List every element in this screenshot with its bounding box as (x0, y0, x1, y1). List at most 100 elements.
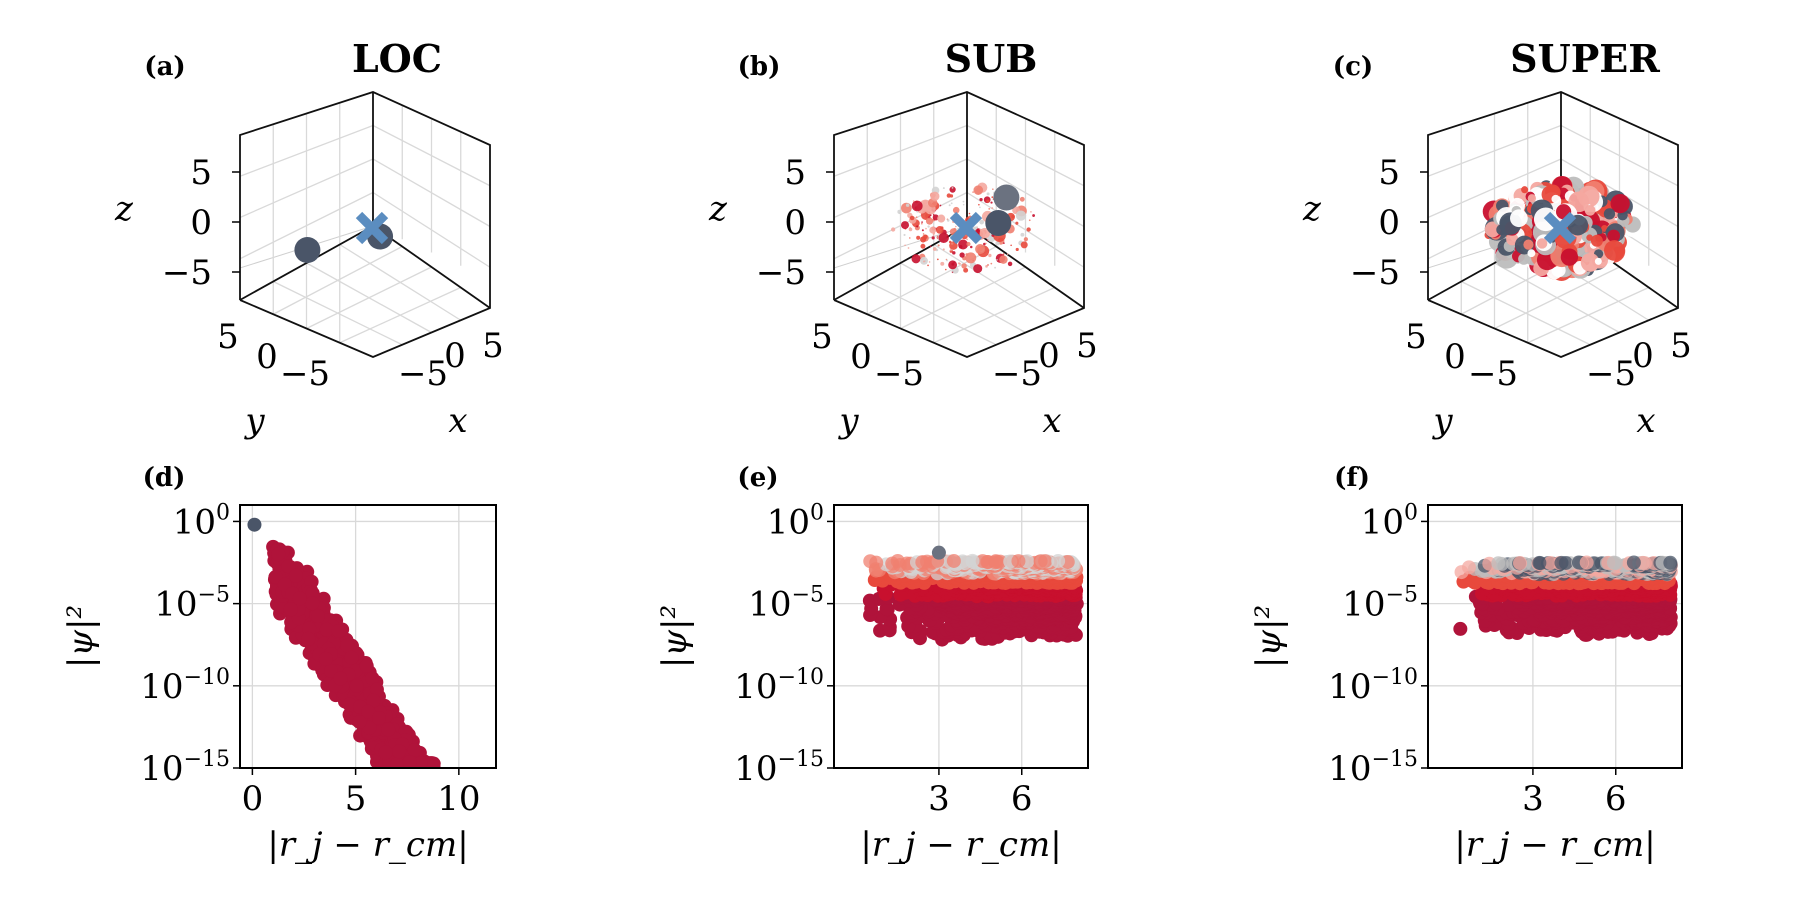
cloud-point (946, 259, 948, 262)
cloud-point (927, 264, 929, 267)
panel-label: (f) (1334, 463, 1370, 493)
panel-label: (d) (143, 463, 186, 493)
x-tick-label: −5 (398, 354, 448, 394)
cloud-point (1015, 210, 1027, 221)
data-point (381, 722, 396, 737)
data-point (288, 568, 303, 583)
y-tick-label: −5 (280, 354, 330, 394)
x-tick-label: 0 (1038, 336, 1060, 376)
marker-stroke (1543, 211, 1577, 245)
grid-line (372, 158, 491, 228)
cloud-point (999, 255, 1008, 264)
x-tick-label: 6 (1605, 779, 1627, 819)
data-point (392, 744, 407, 759)
scatter-points (862, 545, 1084, 647)
data-point (378, 745, 393, 760)
cloud-point (1026, 227, 1031, 232)
y-axis-label: y (243, 401, 265, 441)
center-of-mass-marker (1543, 211, 1577, 245)
cloud-point (1015, 247, 1019, 252)
panel-title: SUB (945, 36, 1038, 81)
data-point (366, 693, 381, 708)
cloud-point (932, 247, 937, 251)
panel-3d-super: SUPER(c)50−5z5 0 −5y−50 5x (1302, 36, 1692, 441)
cloud-point (1003, 242, 1005, 245)
data-point (333, 671, 348, 686)
data-point (1554, 555, 1569, 570)
cloud-point (986, 199, 990, 203)
data-point (294, 237, 321, 263)
cloud-point (942, 187, 945, 190)
cloud-point (949, 186, 956, 193)
data-point (369, 682, 384, 697)
cloud-point (1594, 257, 1602, 265)
cloud-point (1551, 194, 1560, 204)
marker-stroke (355, 211, 389, 245)
center-of-mass-marker (355, 211, 389, 245)
cloud-point (986, 192, 990, 196)
cloud-point (968, 212, 971, 215)
data-point (372, 711, 387, 726)
data-point (292, 591, 307, 606)
z-axis-label: z (708, 189, 728, 229)
cloud-point (1020, 232, 1025, 237)
data-point (1663, 555, 1678, 570)
cloud-point (950, 242, 954, 245)
cloud-point (929, 245, 932, 248)
cloud-point (991, 207, 994, 210)
cloud-point (908, 237, 911, 239)
cloud-point (948, 260, 958, 270)
cloud-point (950, 202, 953, 205)
data-point (331, 624, 346, 639)
x-tick-label: 0 (444, 336, 466, 376)
z-tick-label: 0 (1378, 203, 1400, 243)
data-point (1038, 554, 1053, 569)
cloud-point (937, 244, 940, 247)
data-point (863, 554, 878, 569)
cloud-point (1030, 211, 1032, 213)
data-point (349, 678, 364, 693)
cloud-point (938, 232, 949, 244)
cloud-point (962, 203, 965, 206)
data-point (319, 622, 334, 637)
cloud-point (905, 203, 910, 207)
center-of-mass-marker (949, 211, 983, 245)
cloud-point (1580, 253, 1600, 272)
data-point (1626, 555, 1641, 570)
cloud-point (952, 251, 956, 255)
cloud-point (936, 258, 939, 261)
grid-line (1427, 158, 1562, 219)
cloud-point (965, 235, 967, 237)
marker-stroke (949, 211, 983, 245)
data-point (344, 650, 359, 665)
cloud-point (1010, 244, 1012, 247)
y-tick-label: 10−10 (734, 665, 824, 707)
cloud-point (928, 261, 931, 263)
y-tick-label: 0 (1444, 337, 1466, 377)
cloud-point (1610, 193, 1630, 214)
data-point (302, 621, 317, 636)
y-tick-label: 100 (1361, 500, 1418, 542)
data-point (301, 631, 316, 646)
data-point (965, 553, 980, 568)
cloud-point (1603, 208, 1616, 220)
cloud-point (949, 194, 954, 198)
cloud-point (1002, 253, 1005, 255)
grid-line (833, 158, 968, 219)
panel-title: SUPER (1510, 36, 1660, 81)
grid-line (1527, 286, 1650, 344)
cube-outline (239, 91, 491, 358)
data-point (402, 754, 417, 768)
data-point (890, 554, 905, 569)
z-axis-label: z (114, 189, 134, 229)
data-point (1461, 560, 1476, 575)
cloud-point (958, 244, 963, 249)
grid-line (900, 266, 1026, 330)
x-tick-label: 3 (1522, 779, 1544, 819)
grid-line (239, 158, 374, 219)
cloud-point (1019, 196, 1025, 202)
cloud-point (1007, 261, 1013, 267)
cloud-point (1560, 248, 1579, 266)
cloud-point (916, 225, 919, 228)
z-tick-label: 0 (784, 203, 806, 243)
